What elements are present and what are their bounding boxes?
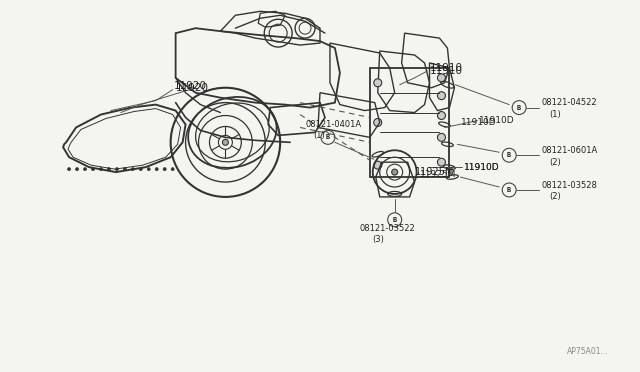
Circle shape (147, 168, 150, 171)
Text: (1): (1) (313, 131, 324, 140)
Circle shape (223, 140, 228, 145)
Circle shape (68, 168, 70, 171)
Text: (3): (3) (372, 235, 383, 244)
Text: 08121-03522: 08121-03522 (360, 224, 415, 233)
Circle shape (131, 168, 134, 171)
Text: 08121-0401A: 08121-0401A (305, 120, 361, 129)
Circle shape (84, 168, 86, 171)
Circle shape (99, 168, 102, 171)
Text: (2): (2) (549, 158, 561, 167)
Text: 11920: 11920 (175, 83, 209, 93)
Text: 11920: 11920 (173, 81, 207, 91)
Text: 11925M: 11925M (420, 170, 456, 179)
Circle shape (156, 168, 158, 171)
Circle shape (163, 168, 166, 171)
Text: 11910: 11910 (429, 66, 463, 76)
Circle shape (115, 168, 118, 171)
Text: 11910D: 11910D (461, 118, 497, 127)
Text: (1): (1) (549, 110, 561, 119)
Circle shape (438, 134, 445, 141)
Text: 11910D: 11910D (465, 163, 500, 171)
Text: B: B (517, 105, 521, 110)
Text: B: B (326, 134, 330, 140)
Circle shape (438, 158, 445, 166)
Circle shape (374, 79, 381, 87)
Text: 11910: 11910 (429, 63, 463, 73)
Circle shape (171, 168, 174, 171)
Text: 11925M: 11925M (415, 167, 454, 177)
Text: (2): (2) (549, 192, 561, 201)
Text: AP75A01...: AP75A01... (567, 347, 609, 356)
Text: B: B (392, 217, 397, 223)
Circle shape (374, 119, 381, 126)
Circle shape (140, 168, 142, 171)
Text: 08121-04522: 08121-04522 (541, 98, 596, 107)
Circle shape (374, 161, 381, 169)
Circle shape (392, 169, 397, 175)
Text: 11910D: 11910D (465, 163, 500, 171)
Text: 11910D: 11910D (479, 116, 515, 125)
Circle shape (76, 168, 79, 171)
Circle shape (438, 112, 445, 119)
Circle shape (124, 168, 126, 171)
Text: 08121-03528: 08121-03528 (541, 180, 597, 189)
Text: B: B (507, 152, 511, 158)
Circle shape (92, 168, 95, 171)
Text: B: B (507, 187, 511, 193)
Circle shape (108, 168, 111, 171)
Text: 08121-0601A: 08121-0601A (541, 146, 597, 155)
Circle shape (438, 92, 445, 100)
Circle shape (438, 74, 445, 82)
